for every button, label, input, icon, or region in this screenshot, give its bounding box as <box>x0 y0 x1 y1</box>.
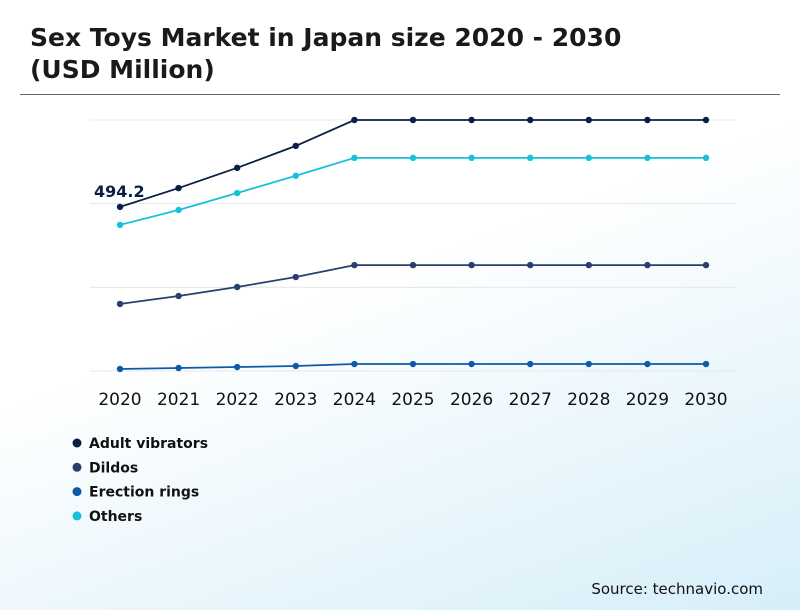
x-tick-label: 2027 <box>509 390 552 410</box>
data-point <box>234 189 241 197</box>
x-tick-label: 2021 <box>157 390 200 410</box>
data-point <box>468 154 475 162</box>
data-point <box>116 221 124 229</box>
legend-label: Erection rings <box>89 485 199 501</box>
x-tick-label: 2028 <box>567 390 610 410</box>
x-tick-label: 2023 <box>274 390 317 410</box>
data-point <box>292 273 299 281</box>
source: Source: technavio.com <box>591 580 763 598</box>
data-point <box>702 360 710 368</box>
data-point <box>644 154 651 162</box>
data-point <box>234 164 241 172</box>
series-line <box>119 264 706 305</box>
data-point <box>644 261 651 269</box>
data-point <box>644 360 651 368</box>
data-point <box>702 154 710 162</box>
data-point <box>351 116 358 124</box>
x-tick-label: 2030 <box>684 390 727 410</box>
x-tick-label: 2024 <box>333 390 376 410</box>
chart: 2020 2021 2022 2023 2024 2025 2026 2027 2028 2029… <box>72 116 736 525</box>
data-point <box>292 172 299 179</box>
chart-title: Sex Toys Market in Japan size 2020 - 203… <box>30 23 622 84</box>
legend-marker <box>72 438 82 448</box>
data-point <box>702 261 710 269</box>
data-point <box>116 365 124 373</box>
data-point <box>292 142 299 150</box>
series-line <box>119 156 706 226</box>
data-point <box>527 154 534 162</box>
data-point <box>585 154 592 162</box>
legend-marker <box>72 487 82 497</box>
data-point <box>409 154 417 162</box>
data-point <box>409 360 417 368</box>
data-point <box>585 261 592 269</box>
legend-marker <box>72 462 82 472</box>
data-point <box>175 184 182 192</box>
data-point <box>116 300 124 308</box>
data-point <box>292 362 299 370</box>
data-point <box>527 261 534 269</box>
legend-label: Dildos <box>89 460 138 476</box>
legend-label: Others <box>89 509 142 525</box>
data-point <box>175 292 182 300</box>
data-point <box>702 116 710 124</box>
data-point <box>175 206 182 214</box>
series-line <box>119 119 706 208</box>
data-point <box>409 116 417 124</box>
data-point <box>409 261 417 269</box>
data-point <box>351 154 358 162</box>
data-point <box>644 116 651 124</box>
x-tick-label: 2026 <box>450 390 493 410</box>
data-point <box>585 116 592 124</box>
data-label: 494.2 <box>94 182 145 201</box>
data-point <box>468 261 475 269</box>
data-point <box>234 283 241 291</box>
data-point <box>527 116 534 124</box>
data-point <box>351 261 358 269</box>
x-tick-label: 2022 <box>216 390 259 410</box>
data-point <box>527 360 534 368</box>
legend-marker <box>72 511 82 521</box>
legend-label: Adult vibrators <box>89 436 208 452</box>
data-point <box>351 360 358 368</box>
data-point <box>585 360 592 368</box>
data-point <box>468 360 475 368</box>
x-tick-label: 2020 <box>98 390 141 410</box>
x-tick-label: 2025 <box>391 390 434 410</box>
data-point <box>234 363 241 371</box>
divider <box>20 94 780 95</box>
x-tick-label: 2029 <box>626 390 669 410</box>
data-point <box>116 203 124 211</box>
data-point <box>175 364 182 372</box>
data-point <box>468 116 475 124</box>
